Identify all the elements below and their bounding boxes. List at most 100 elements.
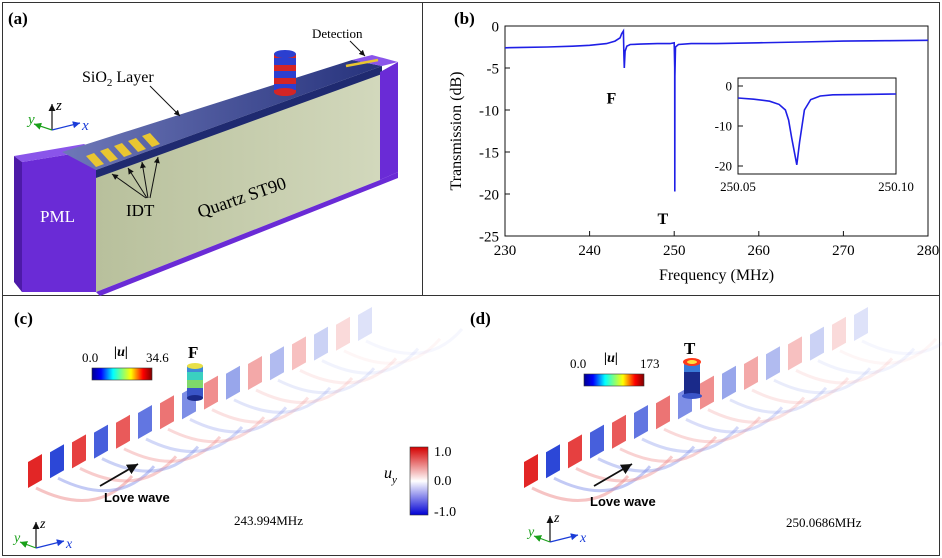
panel-c-colorbar: 0.0 |u| 34.6 <box>82 345 169 381</box>
pillar-resonator <box>274 50 296 96</box>
uy-colorbar: uy 1.0 0.0 -1.0 <box>384 445 456 520</box>
panel-a: (a) Detection SiO2 Layer PML IDT Quartz … <box>8 9 398 296</box>
series-line-0 <box>504 28 929 192</box>
pillar-f <box>187 363 203 401</box>
sio2-arrow <box>149 85 181 117</box>
wave-stripe <box>336 316 350 351</box>
y-axis-label: Transmission (dB) <box>448 72 465 191</box>
wave-ring <box>101 445 200 473</box>
y-tick-label: -5 <box>487 61 500 77</box>
wave-stripe <box>270 346 284 381</box>
wave-stripe <box>612 414 626 449</box>
wave-ring <box>817 347 916 375</box>
svg-text:x: x <box>81 118 89 134</box>
idt-label: IDT <box>126 201 155 220</box>
block-bottom-edge <box>96 172 398 296</box>
wave-stripe <box>292 336 306 371</box>
wave-ring <box>211 396 310 424</box>
love-wave-arrow-d <box>593 463 633 487</box>
panel-a-label: (a) <box>8 9 28 28</box>
mode-label-t: T <box>684 339 696 358</box>
svg-text:|u|: |u| <box>604 351 618 366</box>
svg-text:y: y <box>12 531 21 546</box>
wave-stripe <box>568 434 582 469</box>
panel-d-label: (d) <box>470 309 491 328</box>
wave-stripe <box>810 326 824 361</box>
panel-d: (d) T 0.0 |u| 173 Love wave 250.0686MHz <box>470 307 942 546</box>
wave-ring <box>707 396 806 424</box>
x-tick-label: 250 <box>663 243 686 259</box>
panel-c-wave-field <box>28 307 464 502</box>
y-tick-label: -10 <box>479 103 499 119</box>
wave-ring <box>277 367 376 395</box>
wave-stripe <box>138 405 152 439</box>
svg-text:y: y <box>526 525 535 540</box>
pml-left-side <box>14 156 22 292</box>
wave-stripe <box>72 434 86 469</box>
y-tick-label: -25 <box>479 229 499 245</box>
svg-text:0.0: 0.0 <box>434 474 452 489</box>
wave-ring <box>531 475 630 502</box>
plot-area <box>737 77 897 175</box>
y-tick-label: 0 <box>492 19 500 35</box>
wave-stripe <box>204 375 218 410</box>
frequency-label-d: 250.0686MHz <box>786 515 862 530</box>
quartz-block-face <box>96 72 380 292</box>
svg-text:-1.0: -1.0 <box>434 505 456 520</box>
wave-ring <box>729 386 828 414</box>
wave-stripe <box>700 375 714 410</box>
wave-stripe <box>546 444 560 479</box>
idt-arrows <box>111 156 160 199</box>
sio2-layer-top <box>62 60 382 170</box>
svg-text:y: y <box>26 112 35 128</box>
frequency-label-c: 243.994MHz <box>234 513 303 528</box>
x-tick-label: 230 <box>494 243 517 259</box>
idt-fingers <box>86 133 160 167</box>
svg-text:0.0: 0.0 <box>570 356 586 371</box>
x-axis-label: Frequency (MHz) <box>659 267 774 284</box>
svg-text:1.0: 1.0 <box>434 445 452 460</box>
svg-text:x: x <box>65 537 73 552</box>
detection-arrow <box>349 40 366 57</box>
x-tick-label: 280 <box>917 243 940 259</box>
wave-ring <box>663 416 762 444</box>
detection-strip <box>345 58 379 68</box>
panel-cd-frame <box>2 295 940 556</box>
x-tick-label: 250.05 <box>720 179 756 194</box>
panel-d-colorbar: 0.0 |u| 173 <box>570 351 660 387</box>
svg-text:z: z <box>55 98 62 114</box>
love-wave-arrow-c <box>99 463 139 487</box>
series-line-0 <box>737 93 897 165</box>
sio2-layer-label: SiO2 Layer <box>82 69 154 89</box>
wave-stripe <box>28 454 42 488</box>
wave-stripe <box>226 365 240 400</box>
wave-stripe <box>744 356 758 390</box>
wave-ring <box>35 475 134 502</box>
mode-label-f: F <box>188 343 198 362</box>
svg-text:z: z <box>39 517 46 532</box>
wave-ring <box>233 386 332 414</box>
y-tick-label: -20 <box>479 187 499 203</box>
wave-ring <box>123 435 222 463</box>
detection-label: Detection <box>312 26 363 41</box>
wave-stripe <box>656 395 670 430</box>
pml-right-front <box>380 62 398 180</box>
svg-text:|u|: |u| <box>114 345 128 360</box>
wave-ring <box>343 337 442 365</box>
pillar-t <box>682 358 702 399</box>
wave-ring <box>839 337 938 365</box>
panel-d-axes-triad: z x y <box>526 511 587 546</box>
wave-stripe <box>590 424 604 459</box>
love-wave-label-c: Love wave <box>104 490 170 505</box>
panel-b-label: (b) <box>454 9 475 28</box>
wave-stripe <box>160 395 174 430</box>
wave-ring <box>751 377 850 404</box>
wave-ring <box>321 347 420 375</box>
wave-stripe <box>116 414 130 449</box>
x-tick-label: 250.10 <box>878 179 914 194</box>
pml-label: PML <box>40 207 75 226</box>
svg-text:0.0: 0.0 <box>82 350 98 365</box>
y-tick-label: -15 <box>479 145 499 161</box>
wave-stripe <box>854 307 868 341</box>
